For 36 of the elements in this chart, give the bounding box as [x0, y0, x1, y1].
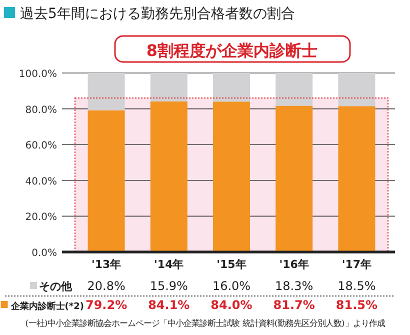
y-tick-label: 20.0%	[25, 212, 57, 224]
data-label: 20.8%	[87, 279, 126, 293]
text: 8割程度が企業内診断士	[146, 41, 318, 60]
bar	[213, 73, 250, 102]
data-label: 18.3%	[275, 279, 314, 293]
x-tick-label: '13年	[91, 258, 122, 271]
bar	[88, 110, 125, 252]
data-label: 81.7%	[273, 298, 315, 312]
y-tick-label: 0.0%	[32, 248, 57, 259]
data-label: 81.5%	[336, 298, 378, 312]
data-label: 15.9%	[150, 279, 188, 293]
x-tick-label: '16年	[279, 258, 309, 271]
bar	[213, 102, 250, 252]
text: (一社)中小企業診断協会ホームページ「中小企業診断士試験 統計資料(勤務先区分別人数)」より作成	[25, 318, 385, 328]
y-tick-label: 100.0%	[18, 69, 57, 80]
bar	[276, 73, 313, 106]
bar	[150, 101, 188, 252]
data-label: 84.0%	[210, 298, 252, 312]
chart-title: 過去5年間における勤務先別合格者数の割合	[20, 6, 295, 22]
data-label: 18.5%	[338, 279, 376, 293]
bar	[338, 73, 376, 106]
bar	[338, 106, 376, 252]
bar	[88, 73, 125, 110]
y-tick-label: 40.0%	[25, 176, 57, 188]
y-tick-label: 80.0%	[25, 104, 57, 116]
legend-label: 企業内診断士(*2)	[10, 301, 84, 312]
x-tick-label: '15年	[216, 258, 246, 271]
bar	[276, 106, 313, 252]
data-label: 84.1%	[148, 298, 190, 312]
data-label: 79.2%	[85, 298, 128, 312]
legend-label: その他	[39, 280, 73, 293]
data-label: 16.0%	[212, 279, 251, 293]
y-tick-label: 60.0%	[25, 140, 57, 152]
bar	[150, 73, 188, 102]
x-tick-label: '14年	[154, 258, 184, 271]
x-tick-label: '17年	[342, 258, 372, 271]
